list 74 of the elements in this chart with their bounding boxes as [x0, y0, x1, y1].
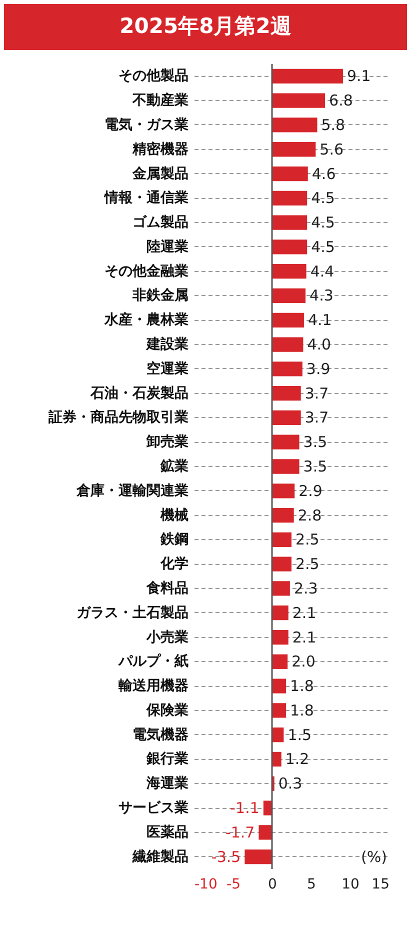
y-tick-label: 石油・石炭製品: [90, 385, 188, 402]
x-tick-label: 15: [372, 876, 390, 892]
data-label: 3.5: [303, 433, 328, 452]
y-tick-label: 非鉄金属: [132, 288, 188, 304]
y-tick-label: 空運業: [146, 360, 188, 377]
x-tick-label: 10: [342, 876, 360, 892]
y-tick-label: 医薬品: [146, 824, 188, 840]
data-label: 1.2: [285, 750, 310, 768]
x-tick-label: -10: [194, 876, 218, 892]
y-tick-label: ガラス・土石製品: [76, 604, 188, 621]
data-label: -1.7: [225, 823, 255, 842]
y-tick-label: 陸運業: [146, 238, 188, 255]
y-tick-label: 鉱業: [160, 458, 188, 474]
x-tick-label: -5: [226, 876, 240, 892]
data-label: 2.0: [292, 652, 316, 671]
annotation: (%): [361, 848, 387, 866]
y-tick-label: 電気・ガス業: [104, 116, 188, 133]
y-tick-label: 証券・商品先物取引業: [48, 408, 188, 426]
data-label: 2.3: [294, 579, 318, 598]
data-label: 5.6: [320, 140, 344, 158]
data-label: 2.5: [296, 555, 320, 574]
data-label: -1.1: [230, 799, 260, 818]
data-label: 3.9: [306, 360, 330, 378]
y-tick-label: 化学: [160, 556, 188, 572]
y-tick-label: パルプ・紙: [118, 652, 188, 670]
y-tick-label: ゴム製品: [132, 214, 188, 231]
y-tick-label: 食料品: [146, 580, 188, 596]
data-label: 1.5: [288, 726, 312, 744]
y-tick-label: 小売業: [146, 629, 188, 646]
x-tick-label: 0: [268, 876, 277, 892]
y-tick-label: 機械: [160, 507, 188, 524]
data-label: 4.5: [311, 214, 335, 232]
data-label: 4.4: [310, 262, 334, 280]
data-label: -3.5: [211, 848, 241, 866]
data-label: 4.0: [307, 336, 332, 354]
y-tick-label: 水産・農林業: [104, 311, 188, 328]
y-tick-label: 情報・通信業: [104, 189, 188, 206]
x-tick-label: 5: [307, 876, 316, 892]
y-tick-label: その他金融業: [104, 263, 188, 280]
chart-title: 2025年8月第2週: [120, 14, 292, 38]
y-tick-label: 繊維製品: [132, 848, 188, 865]
y-tick-label: 卸売業: [146, 434, 188, 450]
y-tick-label: 倉庫・運輸関連業: [76, 482, 188, 499]
y-tick-label: 建設業: [146, 336, 188, 353]
y-tick-label: 精密機器: [132, 140, 188, 158]
y-tick-label: 銀行業: [146, 751, 188, 768]
data-label: 2.1: [292, 604, 316, 622]
data-label: 9.1: [346, 67, 371, 86]
data-label: 3.5: [303, 458, 328, 476]
y-tick-label: 金属製品: [132, 166, 188, 182]
data-label: 1.8: [290, 677, 314, 696]
data-label: 2.9: [298, 482, 322, 500]
y-tick-label: 保険業: [146, 702, 188, 718]
data-label: 4.5: [311, 189, 335, 208]
data-label: 2.8: [298, 506, 322, 524]
data-label: 2.5: [296, 530, 320, 549]
data-label: 2.1: [292, 628, 316, 646]
y-tick-label: その他製品: [118, 68, 188, 84]
y-tick-label: 海運業: [146, 776, 188, 792]
data-label: 0.3: [278, 774, 302, 793]
data-label: 5.8: [321, 116, 346, 134]
y-tick-label: 鉄鋼: [160, 532, 188, 548]
data-label: 3.7: [304, 408, 329, 427]
y-tick-label: サービス業: [118, 800, 188, 816]
data-label: 6.8: [329, 92, 353, 110]
data-label: 4.3: [310, 286, 334, 305]
y-tick-label: 輸送用機器: [118, 678, 188, 694]
data-label: 4.5: [311, 238, 335, 256]
data-label: 3.7: [304, 384, 329, 402]
y-tick-label: 電気機器: [132, 726, 188, 743]
data-label: 4.6: [312, 164, 336, 183]
y-tick-label: 不動産業: [132, 92, 188, 109]
data-label: 1.8: [290, 701, 314, 720]
data-label: 4.1: [308, 311, 332, 330]
